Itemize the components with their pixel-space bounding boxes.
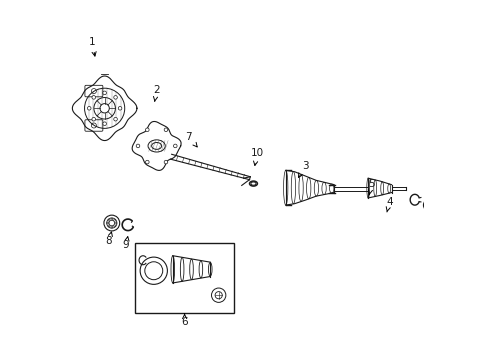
Text: 8: 8 bbox=[105, 232, 112, 246]
Circle shape bbox=[114, 117, 117, 121]
Circle shape bbox=[145, 128, 149, 131]
Text: 7: 7 bbox=[185, 132, 197, 147]
Text: 10: 10 bbox=[250, 148, 263, 166]
Text: 1: 1 bbox=[89, 37, 96, 56]
Text: 6: 6 bbox=[181, 314, 187, 327]
Polygon shape bbox=[170, 154, 250, 180]
Circle shape bbox=[118, 107, 122, 110]
Circle shape bbox=[102, 122, 106, 126]
FancyBboxPatch shape bbox=[85, 85, 102, 97]
Circle shape bbox=[92, 117, 95, 121]
Polygon shape bbox=[132, 121, 181, 170]
Text: 4: 4 bbox=[386, 197, 392, 212]
Circle shape bbox=[114, 96, 117, 99]
Circle shape bbox=[92, 96, 95, 99]
Circle shape bbox=[104, 215, 120, 231]
Circle shape bbox=[423, 199, 434, 211]
Polygon shape bbox=[72, 76, 137, 140]
Circle shape bbox=[100, 104, 109, 113]
FancyBboxPatch shape bbox=[85, 120, 102, 131]
Circle shape bbox=[164, 128, 167, 131]
Text: 5: 5 bbox=[367, 179, 374, 194]
Bar bbox=[135, 243, 233, 313]
Circle shape bbox=[136, 144, 140, 148]
Text: 2: 2 bbox=[153, 85, 160, 101]
Text: 9: 9 bbox=[122, 237, 129, 250]
Text: 3: 3 bbox=[298, 161, 308, 177]
Circle shape bbox=[211, 288, 225, 302]
Circle shape bbox=[102, 91, 106, 95]
Circle shape bbox=[173, 144, 177, 148]
Circle shape bbox=[145, 160, 149, 164]
Circle shape bbox=[87, 107, 91, 110]
Circle shape bbox=[140, 257, 167, 284]
Circle shape bbox=[164, 160, 167, 164]
